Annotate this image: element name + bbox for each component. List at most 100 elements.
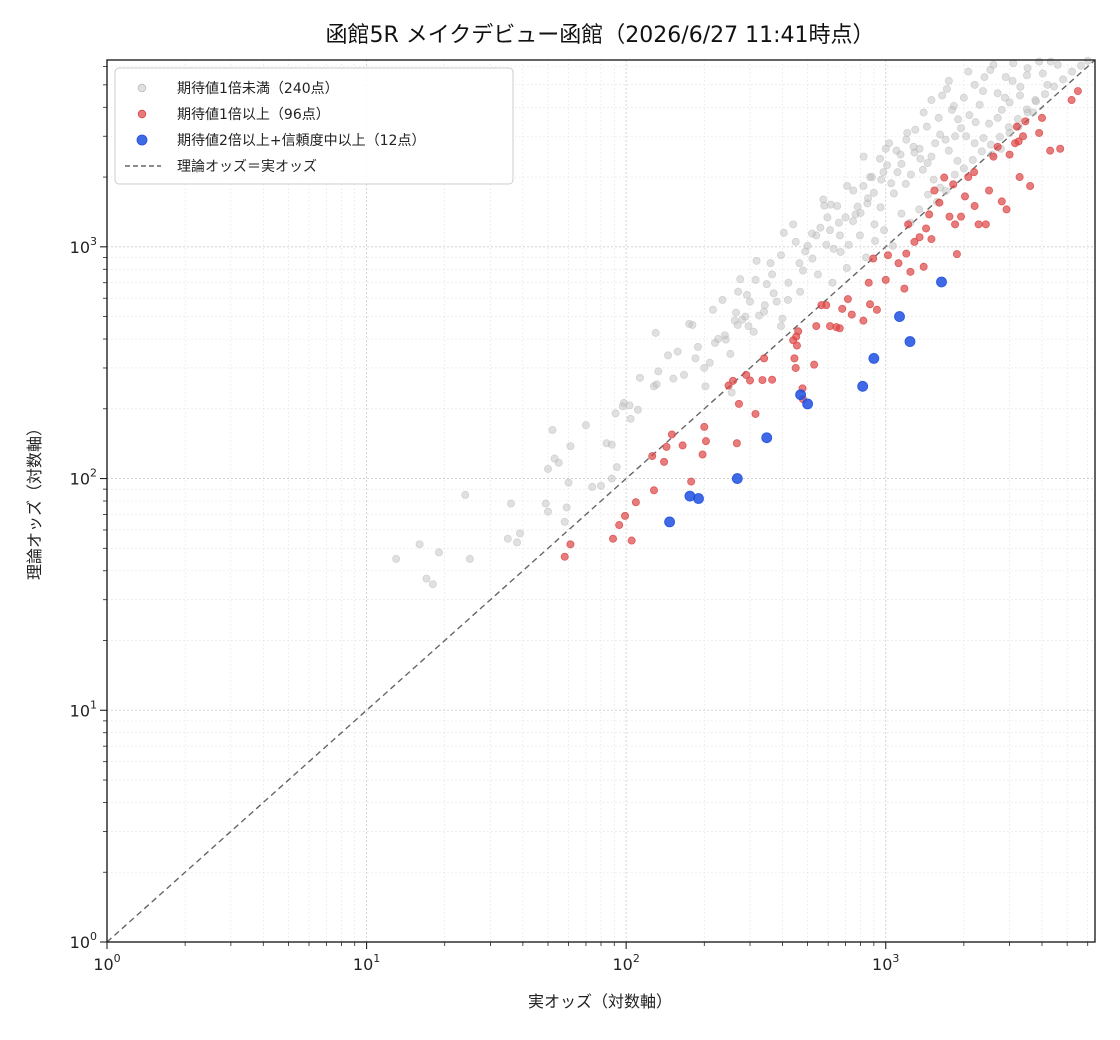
data-point — [826, 200, 835, 209]
data-point — [422, 574, 431, 583]
data-point — [910, 237, 919, 246]
data-point — [927, 235, 936, 244]
data-point — [566, 442, 575, 451]
data-point — [986, 65, 995, 74]
data-point — [934, 113, 943, 122]
data-point — [1038, 69, 1047, 78]
legend-box — [114, 67, 514, 185]
data-point — [751, 409, 760, 418]
data-point — [894, 311, 905, 322]
data-point — [560, 517, 569, 526]
data-point — [871, 236, 880, 245]
data-point — [627, 536, 636, 545]
data-point — [866, 300, 875, 309]
data-point — [779, 228, 788, 237]
data-point — [823, 213, 832, 222]
data-point — [979, 133, 988, 142]
data-point — [669, 374, 678, 383]
data-point — [995, 132, 1004, 141]
data-point — [667, 430, 676, 439]
data-point — [931, 139, 940, 148]
data-point — [714, 335, 723, 344]
data-point — [588, 482, 597, 491]
data-point — [842, 264, 851, 273]
data-point — [876, 203, 885, 212]
data-point — [554, 458, 563, 467]
data-point — [970, 139, 979, 148]
data-point — [894, 259, 903, 268]
data-point — [662, 442, 671, 451]
data-point — [794, 327, 803, 336]
data-point — [875, 154, 884, 163]
data-point — [883, 161, 892, 170]
data-point — [541, 499, 550, 508]
data-point — [841, 213, 850, 222]
data-point — [544, 464, 553, 473]
data-point — [742, 290, 751, 299]
data-point — [900, 284, 909, 293]
data-point — [635, 373, 644, 382]
legend-label: 期待値1倍未満（240点） — [177, 81, 339, 97]
x-tick-exponent: 1 — [373, 952, 380, 965]
data-point — [959, 93, 968, 102]
data-point — [985, 186, 994, 195]
data-point — [826, 226, 835, 235]
legend-label: 期待値1倍以上（96点） — [177, 107, 330, 123]
data-point — [548, 425, 557, 434]
y-tick-exponent: 2 — [90, 467, 97, 480]
data-point — [859, 152, 868, 161]
data-point — [957, 124, 966, 133]
data-point — [609, 534, 618, 543]
data-point — [1012, 122, 1021, 131]
data-point — [866, 173, 875, 182]
data-point — [822, 301, 831, 310]
data-point — [621, 511, 630, 520]
data-point — [752, 256, 761, 265]
data-point — [1046, 57, 1055, 66]
data-point — [693, 342, 702, 351]
x-axis-label: 実オッズ（対数軸） — [528, 992, 672, 1011]
data-point — [810, 360, 819, 369]
data-point — [835, 324, 844, 333]
data-point — [1001, 73, 1010, 82]
data-point — [942, 84, 951, 93]
data-point — [870, 220, 879, 229]
data-point — [1022, 105, 1031, 114]
data-point — [971, 118, 980, 127]
data-point — [997, 105, 1006, 114]
data-point — [718, 295, 727, 304]
data-point — [872, 305, 881, 314]
data-point — [654, 367, 663, 376]
data-point — [918, 165, 927, 174]
data-point — [1008, 76, 1017, 85]
data-point — [922, 122, 931, 131]
data-point — [965, 111, 974, 120]
data-point — [808, 254, 817, 263]
reference-line — [106, 59, 1096, 943]
series-2 — [560, 87, 1082, 561]
data-point — [1026, 181, 1035, 190]
data-point — [936, 276, 947, 288]
data-point — [864, 194, 873, 203]
data-point — [919, 262, 928, 271]
data-point — [929, 175, 938, 184]
data-point — [864, 278, 873, 287]
data-point — [783, 295, 792, 304]
data-point — [777, 322, 786, 331]
data-point — [1046, 146, 1055, 155]
data-point — [993, 89, 1002, 98]
data-point — [867, 173, 876, 182]
data-point — [816, 223, 825, 232]
data-point — [974, 220, 983, 229]
data-point — [1056, 144, 1065, 153]
data-point — [851, 210, 860, 219]
data-point — [903, 128, 912, 137]
data-point — [857, 380, 869, 392]
legend-marker — [137, 109, 147, 119]
data-point — [949, 180, 958, 189]
data-point — [768, 375, 777, 384]
data-point — [979, 87, 988, 96]
data-point — [819, 195, 828, 204]
data-point — [924, 190, 933, 199]
data-point — [736, 275, 745, 284]
